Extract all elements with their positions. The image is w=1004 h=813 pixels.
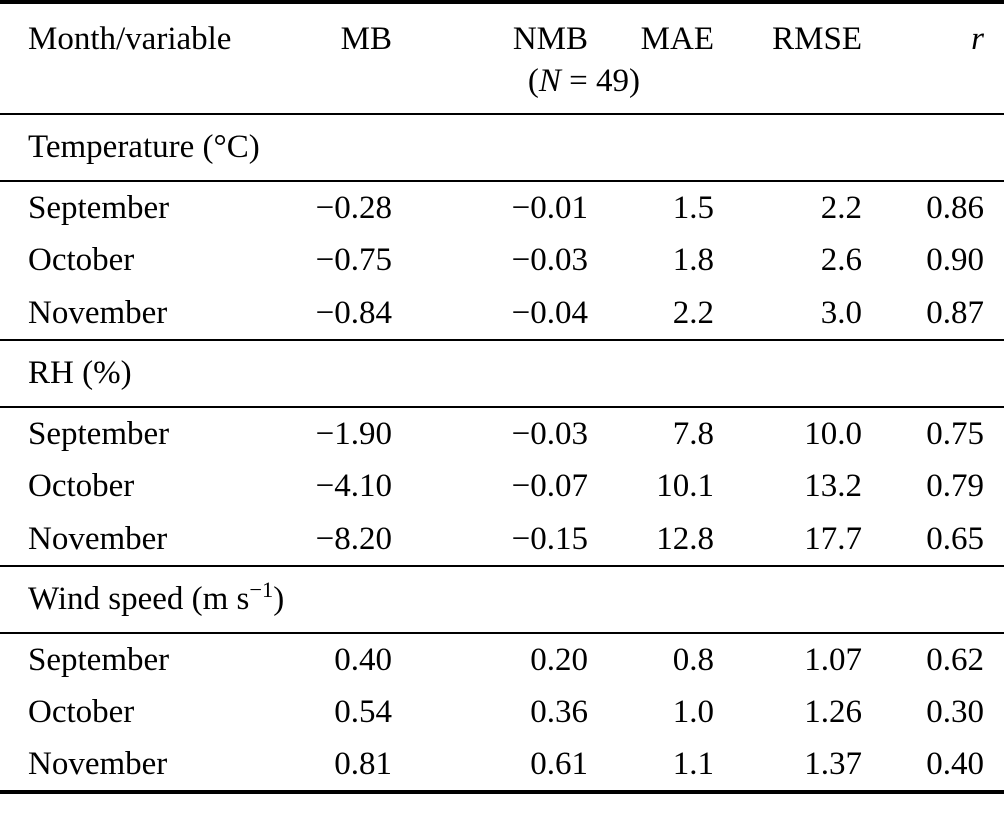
table-row: November −0.84 −0.04 2.2 3.0 0.87 [0,287,1004,340]
section-label-main: Wind speed (m s [28,581,250,617]
section-label-main: RH (%) [28,355,132,391]
r-label: r [971,21,984,57]
row-month: November [28,520,168,557]
cell-mae: 1.8 [672,242,714,278]
cell-mb: 0.54 [334,694,392,730]
section-row-wind-speed: Wind speed (m s−1) [0,566,1004,633]
cell-nmb: −0.03 [511,242,588,278]
cell-nmb: −0.07 [511,468,588,504]
col-header-r: r [862,2,1004,114]
cell-rmse: 2.2 [820,189,862,226]
section-label-end: ) [273,581,285,617]
cell-rmse: 1.26 [804,694,862,730]
cell-mb: −4.10 [315,468,392,504]
cell-rmse: 1.07 [804,641,862,678]
cell-r: 0.65 [926,520,984,557]
table-row: October −4.10 −0.07 10.1 13.2 0.79 [0,460,1004,513]
col-header-n-note: (N = 49) [528,62,640,100]
section-label-main: Temperature (°C) [28,129,260,165]
row-month: November [28,746,168,782]
cell-r: 0.86 [926,189,984,226]
cell-mae: 2.2 [672,294,714,331]
section-label-wind-speed: Wind speed (m s−1) [0,566,1004,633]
section-row-rh: RH (%) [0,340,1004,407]
row-month: October [28,242,135,278]
cell-nmb: −0.15 [511,520,588,557]
cell-mb: −1.90 [315,415,392,452]
row-month: September [28,641,170,678]
row-month: November [28,294,168,331]
cell-mae: 1.5 [672,189,714,226]
cell-rmse: 1.37 [804,746,862,782]
cell-mb: −0.28 [315,189,392,226]
table-row: October 0.54 0.36 1.0 1.26 0.30 [0,686,1004,739]
cell-nmb: −0.04 [511,294,588,331]
cell-mb: −8.20 [315,520,392,557]
row-month: September [28,189,170,226]
n-note-n: N [538,63,561,99]
col-header-mb: MB [340,21,392,57]
table-row: September −1.90 −0.03 7.8 10.0 0.75 [0,407,1004,460]
model-evaluation-statistics-table: Month/variable MB NMB (N = 49) MAE RMSE … [0,0,1004,794]
cell-mb: −0.84 [315,294,392,331]
cell-mb: −0.75 [315,242,392,278]
cell-rmse: 10.0 [804,415,862,452]
col-header-month-variable: Month/variable [28,21,232,57]
n-note-suffix: = 49) [560,63,640,99]
cell-mae: 1.1 [672,746,714,782]
cell-r: 0.62 [926,641,984,678]
cell-nmb: 0.20 [530,641,588,678]
table-row: November −8.20 −0.15 12.8 17.7 0.65 [0,513,1004,566]
section-label-temperature: Temperature (°C) [0,114,1004,181]
section-label-superscript: −1 [249,577,274,602]
cell-nmb: 0.61 [530,746,588,782]
cell-mae: 10.1 [656,468,714,504]
table-row: October −0.75 −0.03 1.8 2.6 0.90 [0,234,1004,287]
cell-nmb: 0.36 [530,694,588,730]
cell-rmse: 3.0 [820,294,862,331]
cell-mae: 12.8 [656,520,714,557]
section-row-temperature: Temperature (°C) [0,114,1004,181]
row-month: October [28,468,135,504]
col-header-mae: MAE [640,21,714,57]
row-month: October [28,694,135,730]
cell-mb: 0.81 [334,746,392,782]
cell-mae: 1.0 [672,694,714,730]
col-header-rmse: RMSE [772,21,862,57]
cell-r: 0.30 [926,694,984,730]
cell-r: 0.75 [926,415,984,452]
cell-r: 0.79 [926,468,984,504]
cell-mb: 0.40 [334,641,392,678]
table-row: September 0.40 0.20 0.8 1.07 0.62 [0,633,1004,686]
cell-r: 0.87 [926,294,984,331]
table-row: September −0.28 −0.01 1.5 2.2 0.86 [0,181,1004,234]
col-header-nmb-label: NMB [512,21,588,57]
cell-mae: 0.8 [672,641,714,678]
cell-r: 0.40 [926,746,984,782]
row-month: September [28,415,170,452]
cell-r: 0.90 [926,242,984,278]
n-note-prefix: ( [527,63,539,99]
cell-nmb: −0.01 [511,189,588,226]
section-label-rh: RH (%) [0,340,1004,407]
cell-rmse: 13.2 [804,468,862,504]
col-header-nmb: NMB (N = 49) [392,2,640,114]
cell-nmb: −0.03 [511,415,588,452]
cell-rmse: 2.6 [820,242,862,278]
table-row: November 0.81 0.61 1.1 1.37 0.40 [0,739,1004,792]
cell-rmse: 17.7 [804,520,862,557]
header-row: Month/variable MB NMB (N = 49) MAE RMSE … [0,2,1004,114]
cell-mae: 7.8 [672,415,714,452]
